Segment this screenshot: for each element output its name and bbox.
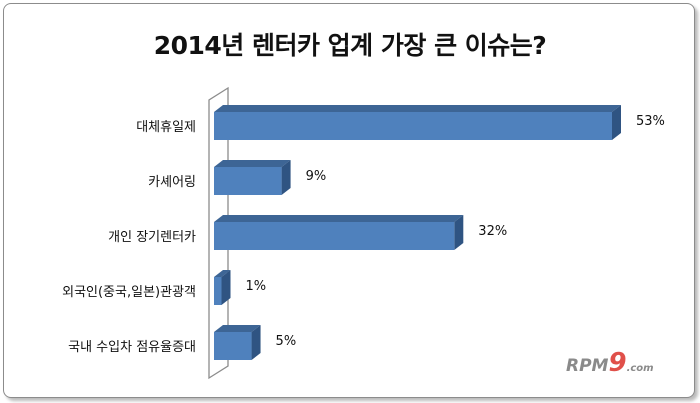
- logo-brand: RPM: [566, 356, 609, 376]
- data-label-2: 32%: [478, 224, 507, 239]
- logo-suffix: .com: [626, 363, 654, 374]
- bar-side-4: [251, 325, 261, 360]
- bar-0: [214, 112, 612, 140]
- bar-top-2: [214, 215, 464, 222]
- bar-side-1: [281, 160, 291, 195]
- category-label-1: 카셰어링: [148, 175, 196, 190]
- logo-nine: 9: [608, 348, 627, 378]
- category-label-4: 국내 수입차 점유율증대: [68, 340, 196, 355]
- bar-top-1: [214, 160, 291, 167]
- bar-1: [214, 167, 282, 195]
- bar-4: [214, 332, 252, 360]
- rpm9-logo: RPM9.com: [566, 348, 654, 378]
- data-label-0: 53%: [636, 114, 665, 129]
- bar-top-0: [214, 105, 621, 112]
- data-label-1: 9%: [306, 169, 327, 184]
- bar-top-4: [214, 325, 261, 332]
- category-label-3: 외국인(중국,일본)관광객: [62, 285, 196, 300]
- bar-side-0: [612, 105, 621, 140]
- data-label-3: 1%: [246, 279, 267, 294]
- category-label-2: 개인 장기렌터카: [108, 230, 196, 245]
- bar-3: [214, 277, 222, 305]
- data-label-4: 5%: [276, 334, 297, 349]
- bar-2: [214, 222, 455, 250]
- chart-frame: [3, 3, 695, 398]
- bar-top-3: [214, 270, 231, 277]
- category-label-0: 대체휴일제: [136, 120, 196, 135]
- bar-side-3: [221, 270, 231, 305]
- bar-side-2: [454, 215, 464, 250]
- chart-title: 2014년 렌터카 업계 가장 큰 이슈는?: [153, 31, 547, 60]
- axis-wall: [208, 86, 229, 380]
